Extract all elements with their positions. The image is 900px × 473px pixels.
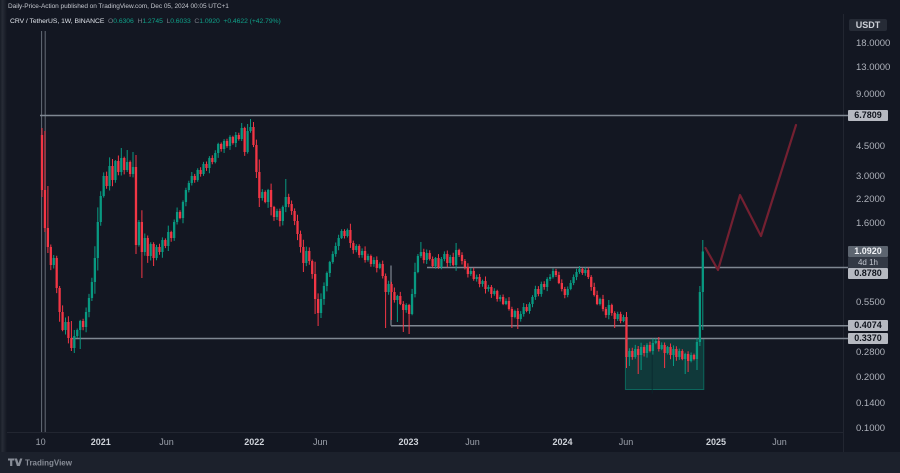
svg-text:TradingView: TradingView [25, 459, 73, 468]
